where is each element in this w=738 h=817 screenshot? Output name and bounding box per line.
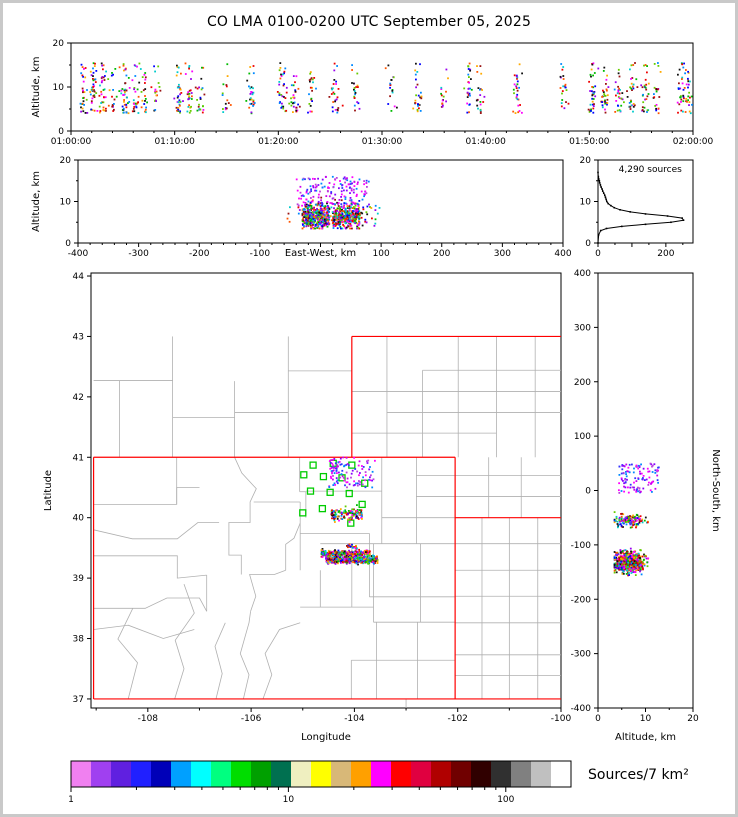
svg-text:0: 0 xyxy=(595,249,601,259)
svg-text:01:10:00: 01:10:00 xyxy=(154,137,195,147)
svg-text:200: 200 xyxy=(433,249,450,259)
svg-text:400: 400 xyxy=(554,249,571,259)
svg-text:42: 42 xyxy=(73,393,84,403)
svg-text:10: 10 xyxy=(53,83,65,93)
svg-text:East-West, km: East-West, km xyxy=(285,248,356,259)
map-panel: -108 -106 -104 -102 -100 37 38 39 40 41 42 43 44 Long… xyxy=(43,272,571,743)
svg-text:01:40:00: 01:40:00 xyxy=(465,137,506,147)
svg-text:-400: -400 xyxy=(68,249,89,259)
svg-text:100: 100 xyxy=(497,795,514,805)
svg-text:0: 0 xyxy=(585,487,591,497)
svg-text:0: 0 xyxy=(58,127,64,137)
state-boundaries xyxy=(92,335,561,700)
svg-text:01:50:00: 01:50:00 xyxy=(569,137,610,147)
svg-text:02:00:00: 02:00:00 xyxy=(673,137,714,147)
time-height-panel: 0 10 20 01:00:00 01:10:00 01:20:00 01:30:00 01:… xyxy=(31,39,713,147)
svg-text:10: 10 xyxy=(60,198,72,208)
svg-text:Longitude: Longitude xyxy=(301,732,351,743)
svg-text:-200: -200 xyxy=(189,249,210,259)
svg-text:-200: -200 xyxy=(571,595,592,605)
svg-text:-108: -108 xyxy=(138,714,159,724)
map-source-points xyxy=(320,456,379,566)
svg-text:100: 100 xyxy=(373,249,390,259)
svg-text:0: 0 xyxy=(595,714,601,724)
svg-text:01:00:00: 01:00:00 xyxy=(51,137,92,147)
svg-text:Altitude, km: Altitude, km xyxy=(615,732,676,743)
svg-text:01:20:00: 01:20:00 xyxy=(258,137,299,147)
svg-text:1: 1 xyxy=(68,795,74,805)
svg-text:10: 10 xyxy=(580,198,592,208)
svg-text:43: 43 xyxy=(73,332,84,342)
svg-text:20: 20 xyxy=(60,156,72,166)
svg-text:38: 38 xyxy=(73,635,85,645)
svg-text:100: 100 xyxy=(574,432,591,442)
svg-text:Altitude, km: Altitude, km xyxy=(31,57,42,118)
svg-text:-102: -102 xyxy=(447,714,467,724)
svg-text:0: 0 xyxy=(585,239,591,249)
svg-text:37: 37 xyxy=(73,695,84,705)
svg-text:20: 20 xyxy=(580,156,592,166)
svg-text:41: 41 xyxy=(73,453,84,463)
svg-text:-400: -400 xyxy=(571,704,592,714)
ew-height-panel: 0 10 20 -400 -300 -200 -100 100 200 300 400 East-We… xyxy=(31,156,572,259)
svg-text:Altitude, km: Altitude, km xyxy=(31,171,42,232)
svg-text:10: 10 xyxy=(640,714,652,724)
svg-text:-100: -100 xyxy=(571,541,592,551)
svg-text:-300: -300 xyxy=(128,249,149,259)
svg-text:01:30:00: 01:30:00 xyxy=(362,137,403,147)
svg-text:0: 0 xyxy=(65,239,71,249)
svg-text:-300: -300 xyxy=(571,650,592,660)
svg-text:-100: -100 xyxy=(551,714,572,724)
colorbar: 1 10 100 Sources/7 km² xyxy=(68,760,689,805)
svg-text:400: 400 xyxy=(574,269,591,279)
svg-text:-106: -106 xyxy=(241,714,262,724)
svg-text:Sources/7 km²: Sources/7 km² xyxy=(588,767,689,783)
svg-text:200: 200 xyxy=(574,378,591,388)
svg-text:39: 39 xyxy=(73,574,85,584)
svg-text:4,290 sources: 4,290 sources xyxy=(619,165,683,175)
svg-text:20: 20 xyxy=(687,714,699,724)
svg-text:300: 300 xyxy=(494,249,511,259)
svg-text:-100: -100 xyxy=(250,249,271,259)
svg-text:20: 20 xyxy=(53,39,65,49)
svg-text:44: 44 xyxy=(73,272,85,282)
svg-text:200: 200 xyxy=(657,249,674,259)
svg-text:-104: -104 xyxy=(344,714,365,724)
svg-text:Latitude: Latitude xyxy=(43,470,54,511)
svg-text:10: 10 xyxy=(283,795,295,805)
svg-text:300: 300 xyxy=(574,323,591,333)
svg-text:40: 40 xyxy=(73,514,85,524)
figure-title: CO LMA 0100-0200 UTC September 05, 2025 xyxy=(206,14,532,30)
svg-text:North-South, km: North-South, km xyxy=(710,449,721,532)
